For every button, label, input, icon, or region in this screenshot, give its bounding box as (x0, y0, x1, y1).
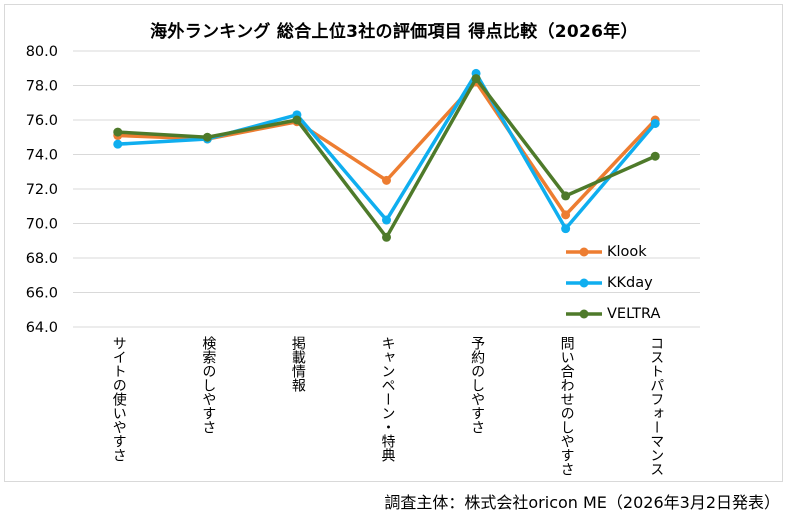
data-point (561, 210, 571, 220)
y-tick-label: 74.0 (26, 148, 58, 164)
legend-label: Klook (607, 243, 647, 260)
series-kkday (113, 68, 660, 234)
series-veltra (113, 74, 660, 242)
y-tick-label: 68.0 (26, 251, 58, 267)
data-point (292, 115, 302, 125)
y-tick-label: 78.0 (26, 79, 58, 95)
x-tick-label: サイトの使いやすさ (110, 336, 127, 462)
y-tick-label: 72.0 (26, 182, 58, 198)
data-point (471, 74, 481, 84)
legend-item: KKday (565, 267, 660, 298)
legend-label: VELTRA (607, 305, 661, 322)
y-axis-ticks: 80.0 78.0 76.0 74.0 72.0 70.0 68.0 66.0 64.0 (26, 44, 58, 336)
y-tick-label: 70.0 (26, 217, 58, 233)
data-point (561, 191, 571, 201)
legend-marker (566, 309, 602, 318)
x-tick-label: 問い合わせのしやすさ (558, 336, 575, 476)
x-tick-label: キャンペーン・特典 (379, 336, 396, 462)
legend-item: VELTRA (565, 298, 660, 329)
legend-marker (566, 247, 602, 256)
x-tick-label: 掲載情報 (289, 336, 306, 392)
y-tick-label: 80.0 (26, 44, 58, 60)
legend: Klook KKday VELTRA (565, 236, 660, 329)
data-point (113, 127, 123, 137)
data-point (650, 118, 660, 128)
data-point (382, 215, 391, 225)
y-tick-label: 64.0 (26, 320, 58, 336)
legend-marker (566, 278, 602, 287)
y-tick-label: 66.0 (26, 286, 58, 302)
series-lines (113, 68, 660, 242)
data-point (650, 151, 660, 161)
x-tick-label: 検索のしやすさ (200, 336, 217, 434)
data-point (113, 139, 123, 149)
series-line (117, 76, 656, 240)
data-point (561, 224, 571, 234)
x-tick-label: 予約のしやすさ (469, 336, 486, 434)
data-point (202, 132, 212, 142)
series-line (117, 80, 657, 217)
chart-title: 海外ランキング 総合上位3社の評価項目 得点比較（2026年） (150, 22, 638, 42)
x-tick-label: コストパフォーマンス (648, 336, 665, 476)
series-klook (113, 77, 660, 220)
legend-item: Klook (565, 236, 660, 267)
source-footnote: 調査主体：株式会社oricon ME（2026年3月2日発表） (384, 493, 780, 512)
chart-frame (4, 4, 783, 482)
data-point (382, 175, 391, 185)
data-point (382, 232, 391, 242)
legend-label: KKday (607, 274, 653, 291)
y-tick-label: 76.0 (26, 113, 58, 129)
